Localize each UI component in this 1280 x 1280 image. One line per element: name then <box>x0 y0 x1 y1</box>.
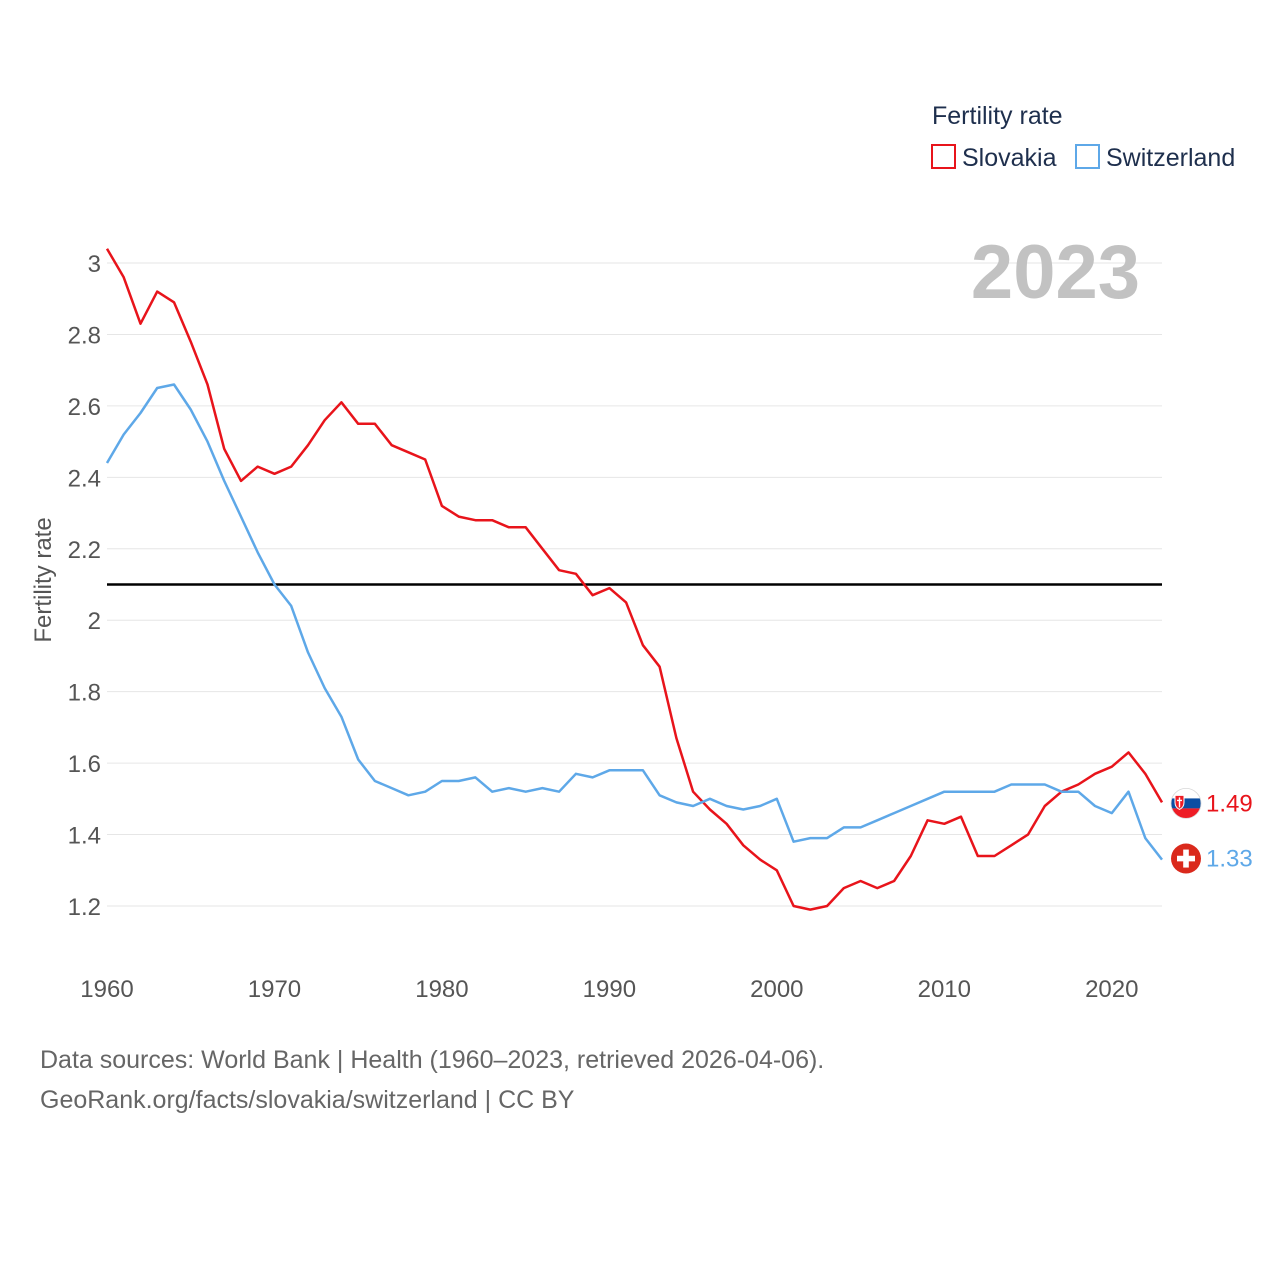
switzerland-flag-icon <box>1171 843 1201 874</box>
y-axis-ticks: 1.2 1.4 1.6 1.8 2 2.2 2.4 2.6 2.8 3 <box>68 251 101 921</box>
year-label: 2023 <box>971 230 1140 315</box>
legend-swatch-switzerland[interactable] <box>1075 144 1100 169</box>
grid-lines <box>107 262 1162 907</box>
y-tick-label: 1.8 <box>68 680 101 707</box>
legend-title: Fertility rate <box>932 102 1063 130</box>
x-tick-label: 2010 <box>918 976 971 1003</box>
y-tick-label: 2.2 <box>68 537 101 564</box>
y-tick-label: 1.4 <box>68 823 101 850</box>
end-value-label-slovakia: 1.49 <box>1206 790 1253 817</box>
legend-label-switzerland[interactable]: Switzerland <box>1106 144 1235 172</box>
legend-swatch-slovakia[interactable] <box>931 144 956 169</box>
y-tick-label: 2.4 <box>68 465 101 492</box>
y-tick-label: 2 <box>88 608 101 635</box>
series-line-switzerland[interactable] <box>105 383 1163 861</box>
y-tick-label: 1.6 <box>68 751 101 778</box>
series-end-markers: 1.49 1.33 <box>1170 788 1253 874</box>
x-tick-label: 1990 <box>583 976 636 1003</box>
x-tick-label: 2020 <box>1085 976 1138 1003</box>
y-tick-label: 3 <box>88 251 101 278</box>
y-tick-label: 2.8 <box>68 322 101 349</box>
x-tick-label: 1970 <box>248 976 301 1003</box>
x-tick-label: 1960 <box>80 976 133 1003</box>
y-tick-label: 2.6 <box>68 394 101 421</box>
slovakia-flag-icon <box>1170 788 1202 819</box>
y-tick-label: 1.2 <box>68 894 101 921</box>
end-value-label-switzerland: 1.33 <box>1206 846 1253 873</box>
y-axis-label: Fertility rate <box>30 517 57 642</box>
legend-label-slovakia[interactable]: Slovakia <box>962 144 1057 172</box>
footer: Data sources: World Bank | Health (1960–… <box>40 1040 824 1120</box>
x-tick-label: 1980 <box>415 976 468 1003</box>
x-axis-ticks: 1960 1970 1980 1990 2000 2010 2020 <box>80 976 1138 1003</box>
x-tick-label: 2000 <box>750 976 803 1003</box>
legend: Fertility rate Slovakia Switzerland <box>931 102 1235 172</box>
data-source-text: Data sources: World Bank | Health (1960–… <box>40 1046 825 1074</box>
series-line-slovakia[interactable] <box>105 248 1164 911</box>
source-url-text[interactable]: GeoRank.org/facts/slovakia/switzerland |… <box>40 1086 575 1114</box>
series-lines <box>105 248 1164 911</box>
